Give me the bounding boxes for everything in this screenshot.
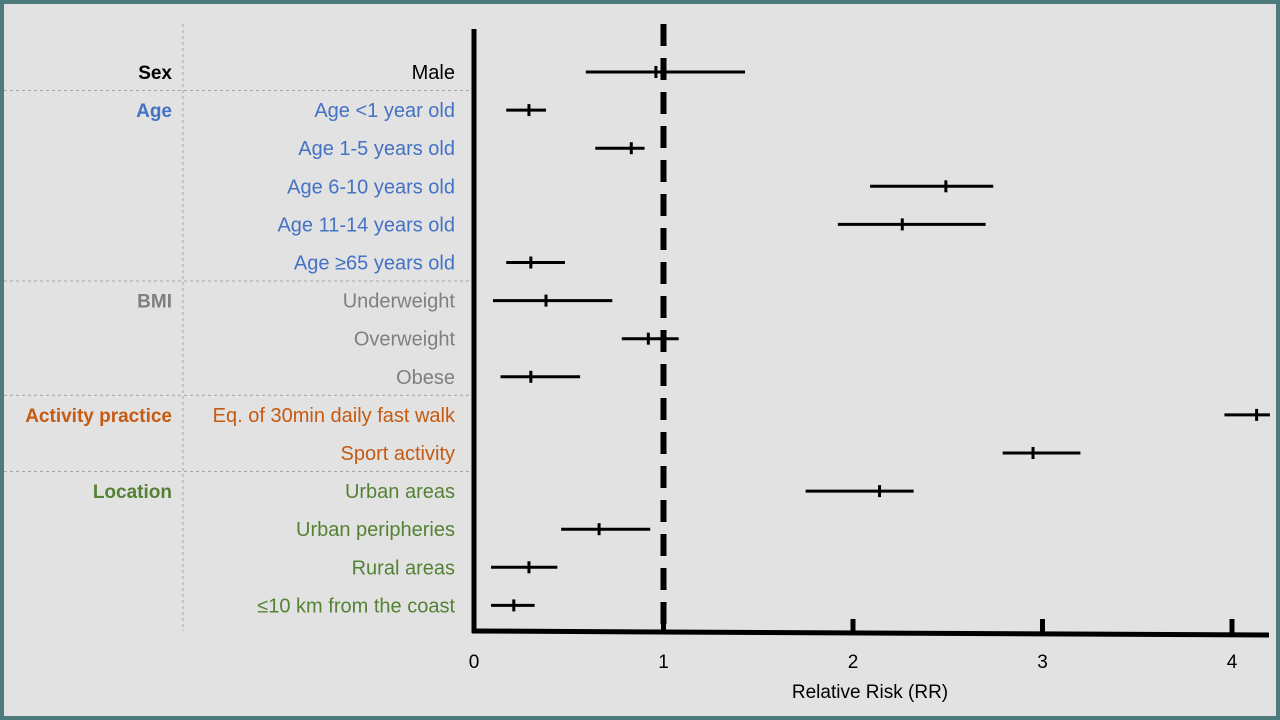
x-tick-label: 0: [469, 652, 480, 673]
row-label: Obese: [396, 367, 455, 389]
row-label: Urban areas: [345, 481, 455, 503]
x-tick-label: 3: [1037, 652, 1048, 673]
group-label: Sex: [138, 63, 172, 84]
group-label: BMI: [137, 292, 172, 313]
group-label: Activity practice: [25, 406, 172, 427]
row-label: Rural areas: [352, 557, 455, 579]
row-label: Age <1 year old: [314, 100, 455, 122]
x-tick-label: 2: [848, 652, 859, 673]
x-tick-label: 4: [1227, 652, 1238, 673]
row-label: Sport activity: [341, 443, 455, 465]
row-label: Male: [412, 62, 455, 84]
x-axis-title: Relative Risk (RR): [792, 682, 948, 703]
row-label: Age 1-5 years old: [298, 138, 455, 160]
row-label: ≤10 km from the coast: [257, 595, 455, 617]
row-label: Age 6-10 years old: [287, 176, 455, 198]
row-label: Age 11-14 years old: [277, 214, 455, 236]
x-tick-label: 1: [658, 652, 669, 673]
row-label: Underweight: [343, 291, 456, 313]
row-label: Overweight: [354, 329, 456, 351]
row-label: Age ≥65 years old: [294, 253, 455, 275]
chart-frame: Sex Male Age Age <1 year old Age 1-5 years o…: [4, 4, 1276, 716]
forest-plot: Sex Male Age Age <1 year old Age 1-5 years o…: [4, 24, 1270, 703]
group-label: Location: [93, 482, 172, 503]
x-axis-line: [471, 628, 1270, 638]
group-label: Age: [136, 101, 172, 122]
row-label: Urban peripheries: [296, 519, 455, 541]
row-label: Eq. of 30min daily fast walk: [213, 405, 456, 427]
